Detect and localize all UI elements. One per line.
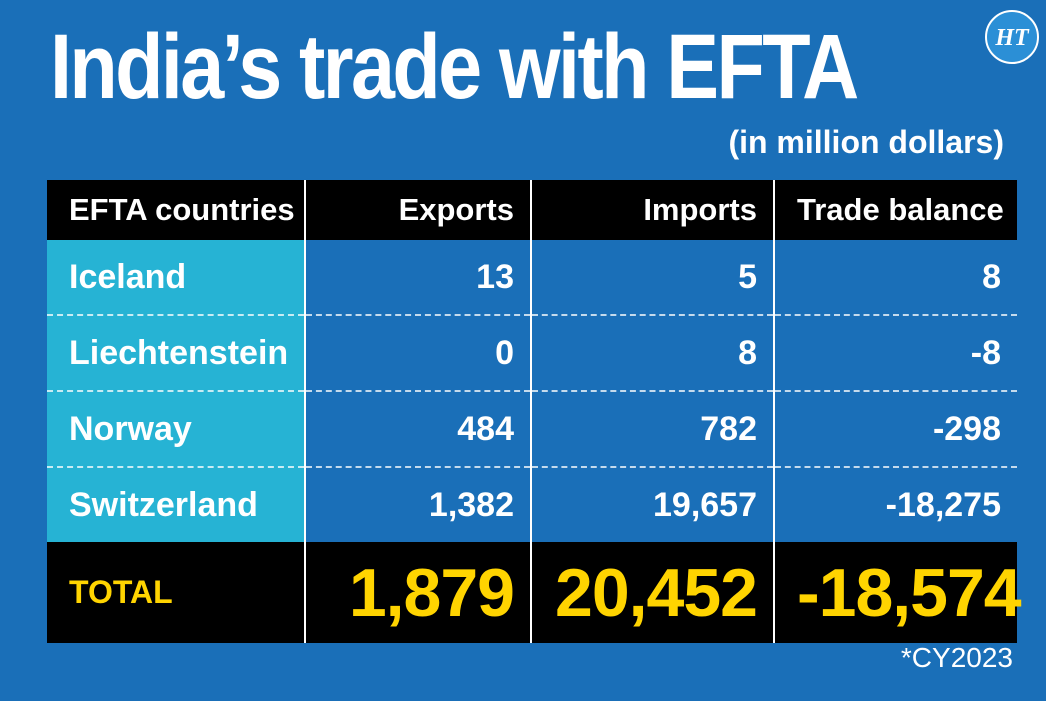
- balance-cell: -298: [773, 391, 1017, 468]
- trade-table: EFTA countries Exports Imports Trade bal…: [47, 180, 1022, 643]
- imports-cell: 8: [530, 315, 774, 392]
- exports-cell: 484: [304, 391, 531, 468]
- table-row: Iceland 13 5 8: [47, 240, 1017, 316]
- footnote: *CY2023: [900, 642, 1013, 673]
- imports-cell: 782: [530, 391, 774, 468]
- chart-title: India’s trade with EFTA: [50, 16, 859, 118]
- ht-logo-icon: HT: [994, 25, 1030, 51]
- chart-subtitle: (in million dollars): [728, 124, 1004, 160]
- total-trade-balance: -18,574: [773, 542, 1022, 643]
- total-exports: 1,879: [304, 542, 531, 643]
- table-row: Switzerland 1,382 19,657 -18,275: [47, 467, 1017, 542]
- balance-cell: -18,275: [773, 467, 1017, 542]
- total-imports: 20,452: [530, 542, 774, 643]
- exports-cell: 1,382: [304, 467, 531, 542]
- exports-cell: 13: [304, 240, 531, 316]
- country-cell: Switzerland: [47, 467, 305, 542]
- imports-cell: 19,657: [530, 467, 774, 542]
- total-row: TOTAL 1,879 20,452 -18,574: [47, 542, 1022, 643]
- table-row: Liechtenstein 0 8 -8: [47, 315, 1017, 392]
- total-label: TOTAL: [47, 542, 305, 643]
- table-row: Norway 484 782 -298: [47, 391, 1017, 468]
- ht-logo: HT: [985, 10, 1039, 64]
- svg-text:HT: HT: [994, 25, 1030, 51]
- country-cell: Liechtenstein: [47, 315, 305, 392]
- column-header-countries: EFTA countries: [47, 180, 305, 240]
- header-row: EFTA countries Exports Imports Trade bal…: [47, 180, 1017, 240]
- balance-cell: -8: [773, 315, 1017, 392]
- column-header-trade-balance: Trade balance: [773, 180, 1017, 240]
- balance-cell: 8: [773, 240, 1017, 316]
- country-cell: Norway: [47, 391, 305, 468]
- exports-cell: 0: [304, 315, 531, 392]
- country-cell: Iceland: [47, 240, 305, 316]
- column-header-imports: Imports: [530, 180, 774, 240]
- imports-cell: 5: [530, 240, 774, 316]
- column-header-exports: Exports: [304, 180, 531, 240]
